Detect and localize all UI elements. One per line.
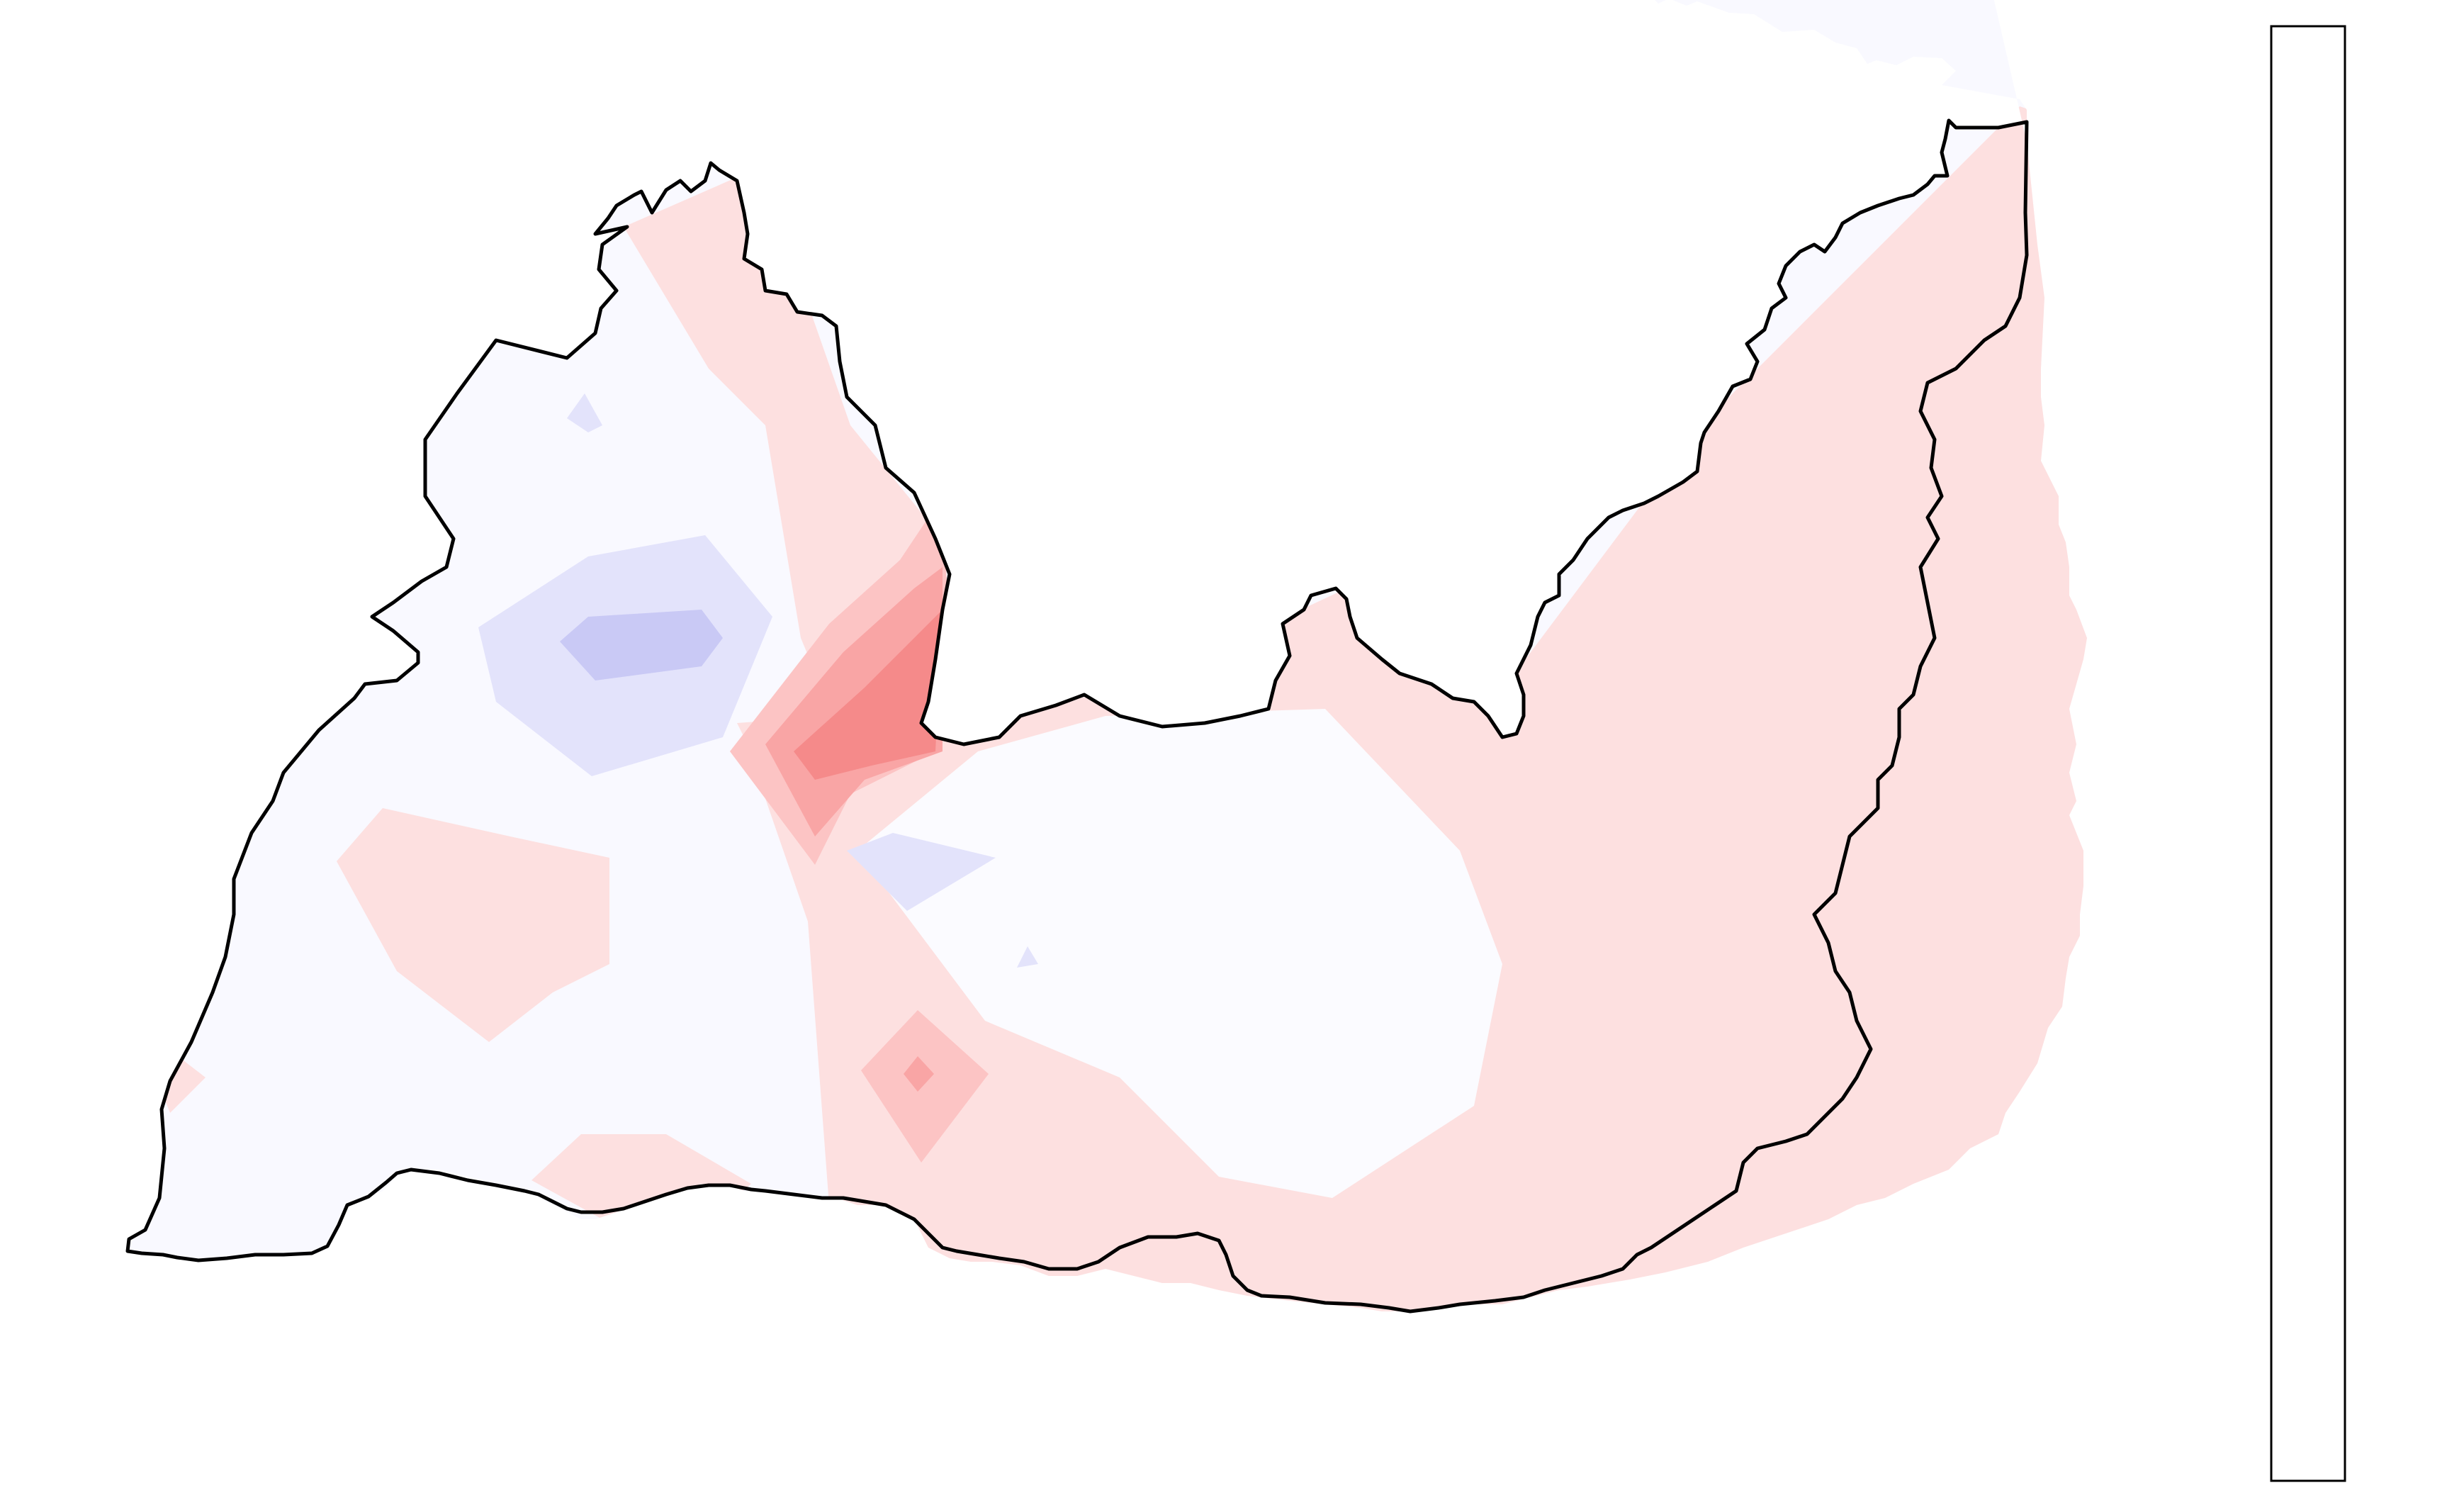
blue-low-north [567, 393, 602, 432]
south-diamond-core [904, 1056, 934, 1092]
colorbar-frame [2270, 25, 2346, 1482]
basin-outline [125, 118, 2029, 1314]
north-pink-field [624, 177, 950, 723]
south-diamond-pink [861, 1010, 989, 1163]
east-white-field [857, 709, 1502, 1198]
blue-low-tiny [1017, 946, 1038, 968]
red-core [794, 610, 943, 780]
blue-low-east [847, 833, 996, 911]
blue-low-inner [560, 610, 723, 681]
west-pink-field [337, 808, 609, 1042]
